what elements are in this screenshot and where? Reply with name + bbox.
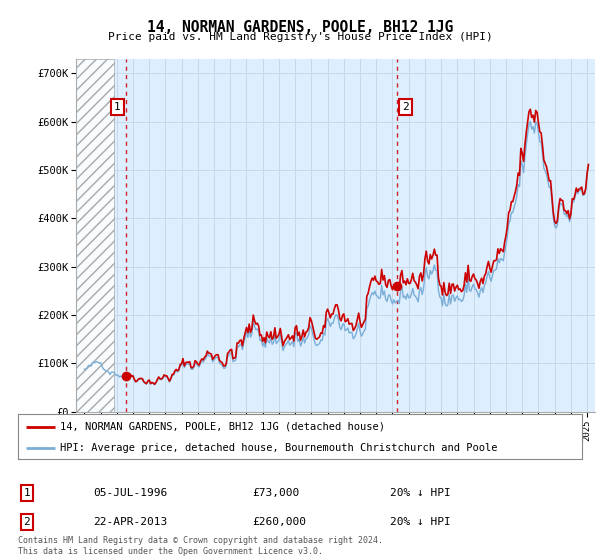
Text: £260,000: £260,000 [252, 517, 306, 527]
Text: Contains HM Land Registry data © Crown copyright and database right 2024.
This d: Contains HM Land Registry data © Crown c… [18, 536, 383, 556]
Text: 2: 2 [402, 102, 409, 112]
Text: 2: 2 [23, 517, 31, 527]
Text: 20% ↓ HPI: 20% ↓ HPI [390, 488, 451, 498]
Text: 05-JUL-1996: 05-JUL-1996 [93, 488, 167, 498]
Text: 1: 1 [114, 102, 121, 112]
Text: 1: 1 [23, 488, 31, 498]
Text: 14, NORMAN GARDENS, POOLE, BH12 1JG: 14, NORMAN GARDENS, POOLE, BH12 1JG [147, 20, 453, 35]
Bar [76, 59, 113, 412]
Text: 20% ↓ HPI: 20% ↓ HPI [390, 517, 451, 527]
Text: HPI: Average price, detached house, Bournemouth Christchurch and Poole: HPI: Average price, detached house, Bour… [60, 443, 498, 453]
Text: 22-APR-2013: 22-APR-2013 [93, 517, 167, 527]
Text: £73,000: £73,000 [252, 488, 299, 498]
Text: 14, NORMAN GARDENS, POOLE, BH12 1JG (detached house): 14, NORMAN GARDENS, POOLE, BH12 1JG (det… [60, 422, 385, 432]
Text: Price paid vs. HM Land Registry's House Price Index (HPI): Price paid vs. HM Land Registry's House … [107, 32, 493, 43]
